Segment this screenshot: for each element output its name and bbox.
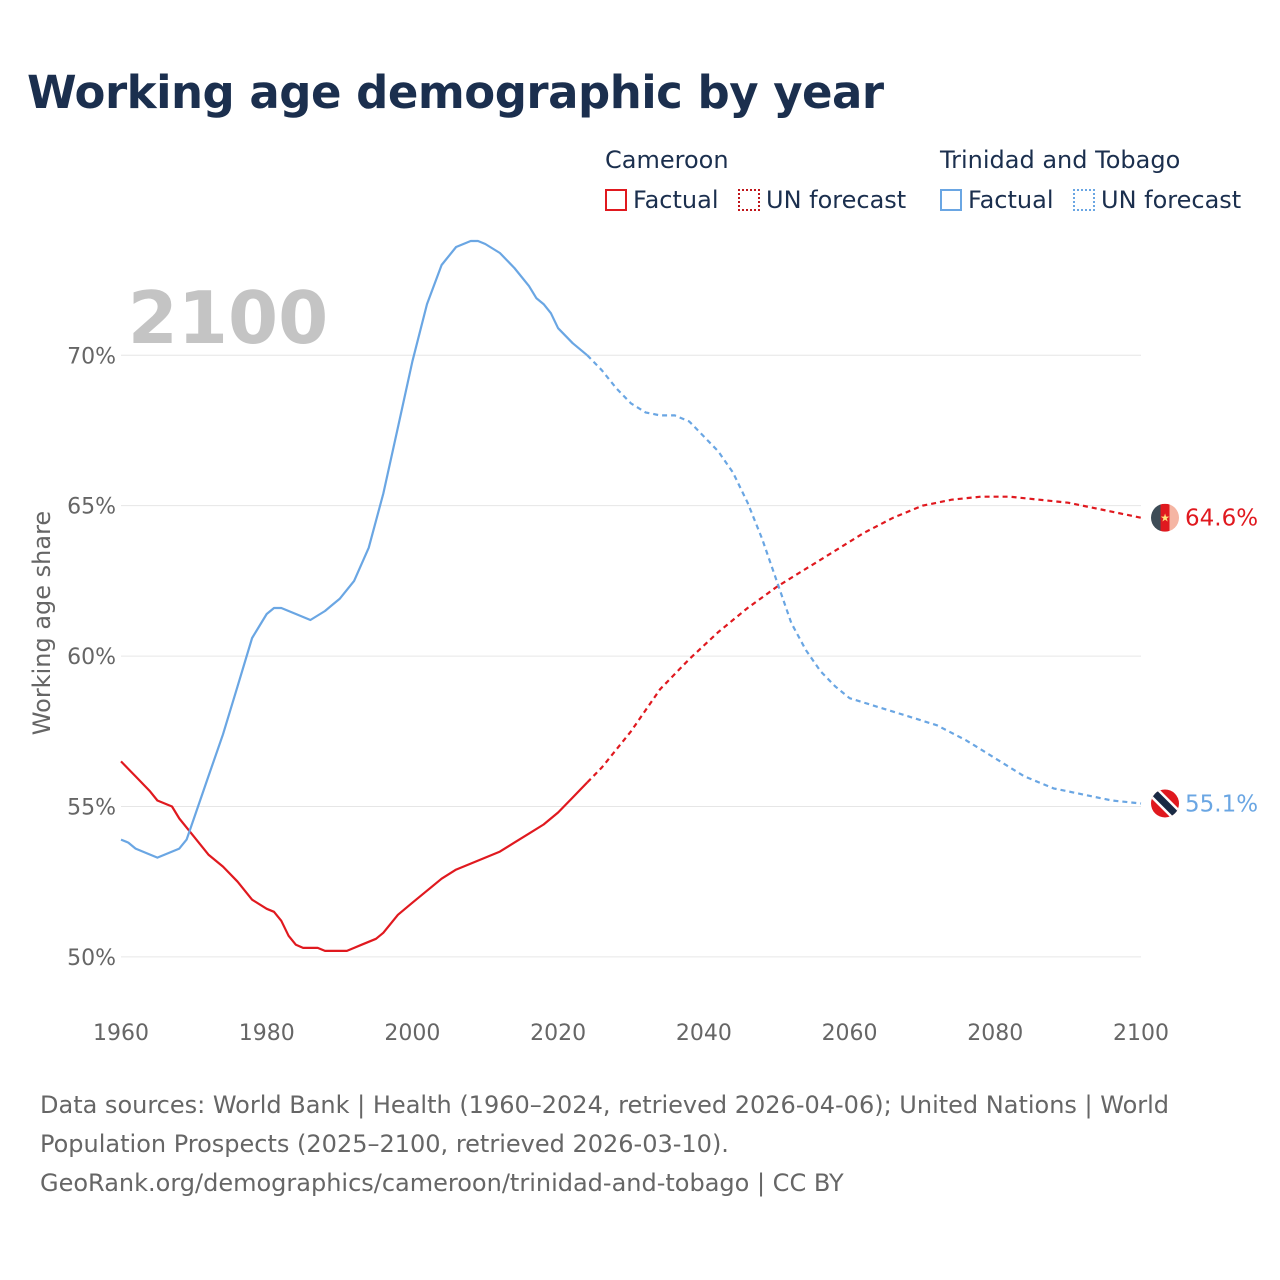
end-value-label-cameroon: 64.6% xyxy=(1185,506,1258,532)
x-tick-label: 2080 xyxy=(967,1021,1023,1046)
footer-url[interactable]: GeoRank.org/demographics/cameroon/trinid… xyxy=(40,1169,844,1197)
footer-line: Data sources: World Bank | Health (1960–… xyxy=(40,1091,1170,1119)
x-tick-label: 2020 xyxy=(530,1021,586,1046)
legend-label: UN forecast xyxy=(1101,186,1242,214)
x-tick-label: 2100 xyxy=(1113,1021,1169,1046)
legend-label: Factual xyxy=(968,186,1054,214)
footer-sources: Data sources: World Bank | Health (1960–… xyxy=(40,1086,1240,1203)
x-tick-label: 2060 xyxy=(822,1021,878,1046)
axes: 50% 55% 60% 65% 70% 1960 1980 2000 2020 2040 2060 2… xyxy=(67,344,1169,1046)
series-line-cameroon-factual[interactable] xyxy=(120,760,589,952)
series-lines xyxy=(120,239,1142,952)
y-tick-label: 50% xyxy=(67,946,116,971)
x-tick-label: 2040 xyxy=(676,1021,732,1046)
legend-item-cameroon-factual[interactable]: Factual xyxy=(605,186,719,214)
svg-text:★: ★ xyxy=(1160,512,1170,525)
legend-label: UN forecast xyxy=(766,186,907,214)
x-tick-label: 1960 xyxy=(93,1021,149,1046)
end-value-label-trinidad-and-tobago: 55.1% xyxy=(1185,791,1258,817)
series-line-trinidad-and-tobago-factual[interactable] xyxy=(120,239,589,859)
y-tick-label: 60% xyxy=(67,645,116,670)
series-line-trinidad-and-tobago-forecast[interactable] xyxy=(586,354,1142,805)
legend-swatch-dotted xyxy=(738,189,760,211)
x-tick-label: 2000 xyxy=(384,1021,440,1046)
y-tick-label: 70% xyxy=(67,344,116,369)
series-line-cameroon-forecast[interactable] xyxy=(586,495,1142,784)
legend-item-trinidad-factual[interactable]: Factual xyxy=(940,186,1054,214)
footer-line: Population Prospects (2025–2100, retriev… xyxy=(40,1130,729,1158)
y-axis-label: Working age share xyxy=(28,511,56,735)
cameroon-flag-icon: ★ xyxy=(1151,503,1179,532)
y-tick-label: 55% xyxy=(67,795,116,820)
trinidad-and-tobago-flag-icon xyxy=(1151,789,1179,818)
legend-item-trinidad-forecast[interactable]: UN forecast xyxy=(1073,186,1241,214)
y-tick-label: 65% xyxy=(67,495,116,520)
chart-title: Working age demographic by year xyxy=(27,66,884,119)
legend-swatch-solid xyxy=(605,189,627,211)
end-markers: ★ 64.6% 55.1% xyxy=(1151,503,1258,818)
legend-swatch-solid xyxy=(940,189,962,211)
legend-swatch-dotted xyxy=(1073,189,1095,211)
legend-group-name: Cameroon xyxy=(605,146,729,174)
x-tick-label: 1980 xyxy=(239,1021,295,1046)
legend-item-cameroon-forecast[interactable]: UN forecast xyxy=(738,186,906,214)
grid-lines xyxy=(121,354,1141,958)
legend-label: Factual xyxy=(633,186,719,214)
year-indicator: 2100 xyxy=(128,276,328,360)
legend-group-name: Trinidad and Tobago xyxy=(940,146,1181,174)
